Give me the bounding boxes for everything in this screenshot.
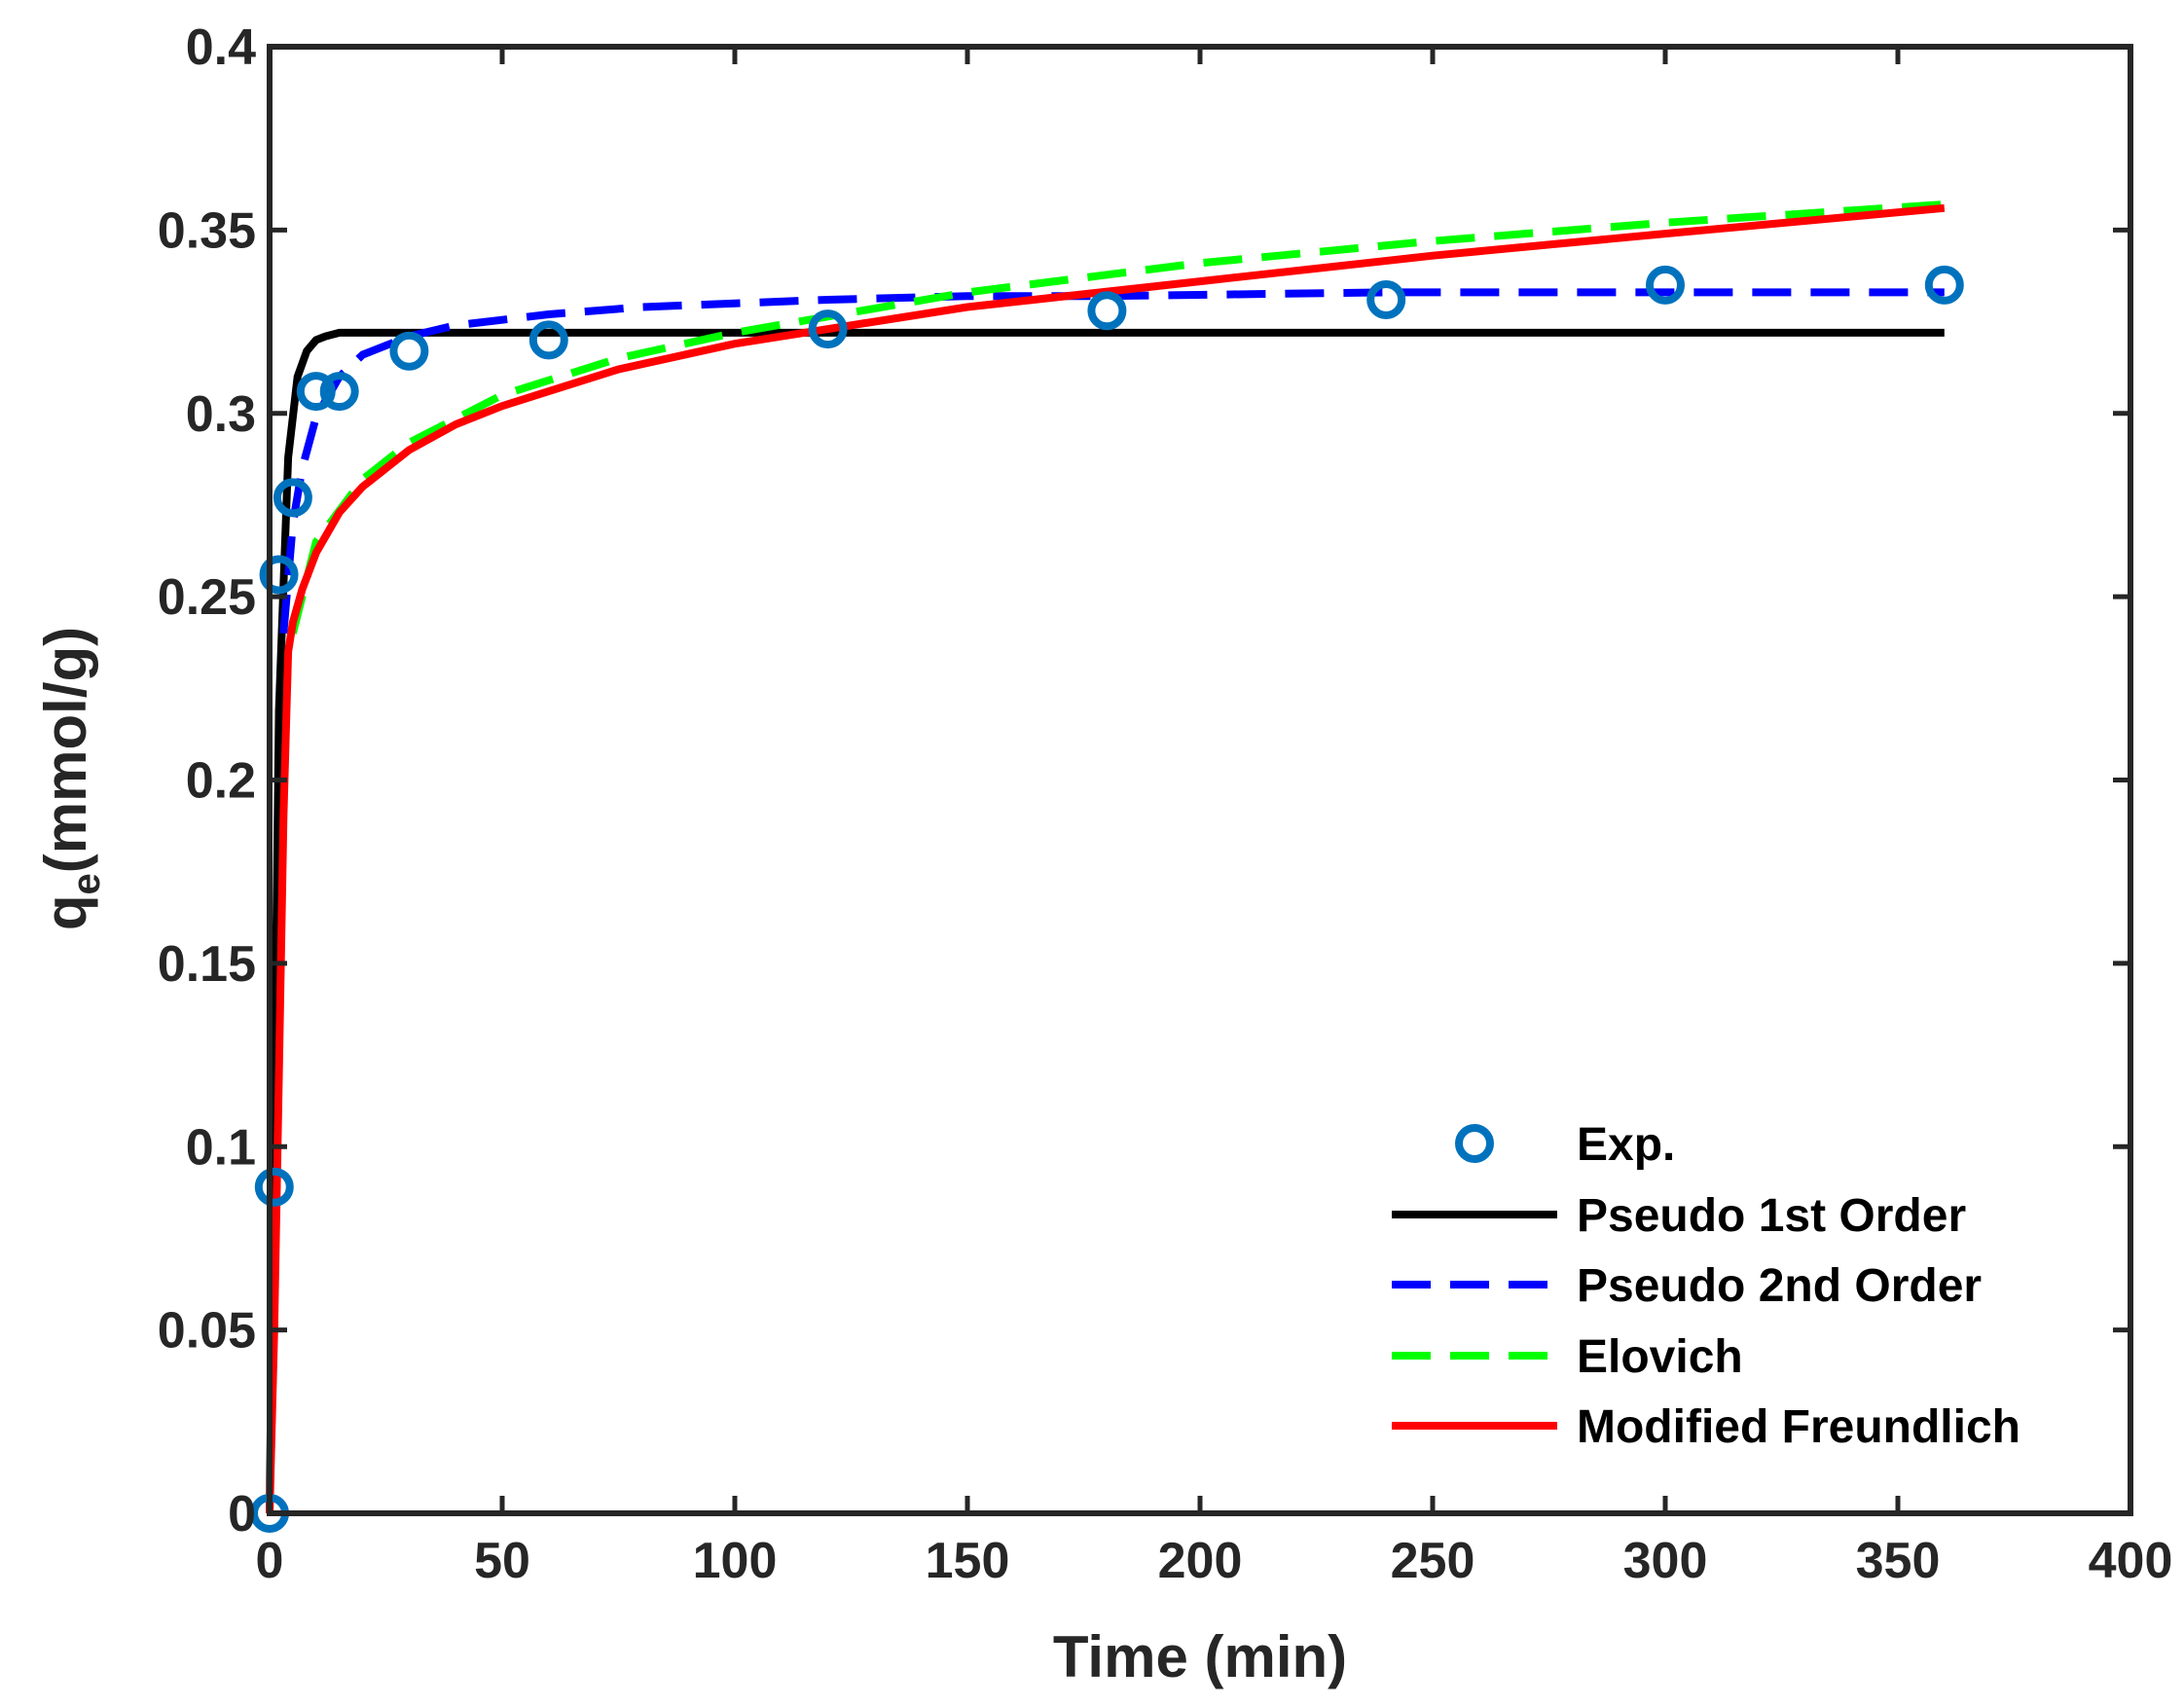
y-tick-label: 0.2 bbox=[186, 753, 256, 810]
y-tick-label: 0.25 bbox=[158, 569, 256, 626]
x-tick-label: 100 bbox=[693, 1533, 778, 1589]
exp-data-point bbox=[808, 309, 848, 349]
series-layer bbox=[250, 200, 1964, 1533]
x-tick-label: 400 bbox=[2089, 1533, 2173, 1589]
legend-label-exp: Exp. bbox=[1577, 1119, 1675, 1171]
exp-data-point bbox=[528, 320, 568, 360]
x-tick-label: 0 bbox=[256, 1533, 284, 1589]
tick-layer bbox=[267, 44, 2133, 1516]
legend: Exp. Pseudo 1st Order Pseudo 2nd Order Elov… bbox=[1392, 1119, 2020, 1453]
x-tick-label: 50 bbox=[474, 1533, 530, 1589]
exp-data-point bbox=[389, 331, 429, 371]
x-tick-label: 250 bbox=[1391, 1533, 1475, 1589]
y-axis-label: qe(mmol/g) bbox=[33, 627, 108, 930]
exp-data-point bbox=[319, 372, 359, 412]
exp-data-point bbox=[1646, 265, 1685, 305]
elovich-line bbox=[289, 200, 1946, 635]
exp-data-point bbox=[296, 372, 336, 412]
x-tick-label: 150 bbox=[926, 1533, 1010, 1589]
exp-data-point bbox=[1087, 291, 1127, 331]
y-tick-label: 0.15 bbox=[158, 936, 256, 993]
x-tick-label: 350 bbox=[1856, 1533, 1941, 1589]
y-axis-label-main: q bbox=[33, 894, 98, 930]
y-tick-label: 0.35 bbox=[158, 202, 256, 259]
y-tick-label: 0.05 bbox=[158, 1303, 256, 1360]
exp-data-point bbox=[259, 555, 299, 595]
exp-data-point bbox=[273, 478, 312, 518]
y-tick-label: 0 bbox=[228, 1486, 256, 1543]
pseudo-1st-order-line bbox=[266, 328, 1945, 1514]
legend-label-pseudo-2nd-order: Pseudo 2nd Order bbox=[1577, 1260, 1982, 1312]
y-tick-label: 0.1 bbox=[186, 1119, 256, 1176]
y-axis-label-subscript: e bbox=[65, 873, 108, 894]
legend-label-pseudo-1st-order: Pseudo 1st Order bbox=[1577, 1190, 1966, 1242]
x-axis-label: Time (min) bbox=[1053, 1624, 1347, 1689]
tick-label-layer: 0 50 100 150 200 250 300 350 400 0 0.05 0.1 0.15 0.2 0… bbox=[158, 19, 2173, 1589]
exp-data-point bbox=[1366, 279, 1406, 319]
y-tick-label: 0.3 bbox=[186, 386, 256, 443]
exp-data-point bbox=[254, 1167, 294, 1207]
pseudo-2nd-order-line bbox=[279, 288, 1945, 635]
legend-marker-exp bbox=[1455, 1124, 1494, 1163]
modified-freundlich-line bbox=[266, 203, 1946, 1514]
legend-label-elovich: Elovich bbox=[1577, 1331, 1743, 1383]
legend-label-modified-freundlich: Modified Freundlich bbox=[1577, 1401, 2020, 1453]
y-tick-label: 0.4 bbox=[186, 19, 256, 76]
x-tick-label: 300 bbox=[1623, 1533, 1708, 1589]
y-axis-label-units: (mmol/g) bbox=[33, 627, 98, 873]
x-tick-label: 200 bbox=[1158, 1533, 1243, 1589]
exp-data-point bbox=[1924, 265, 1964, 305]
